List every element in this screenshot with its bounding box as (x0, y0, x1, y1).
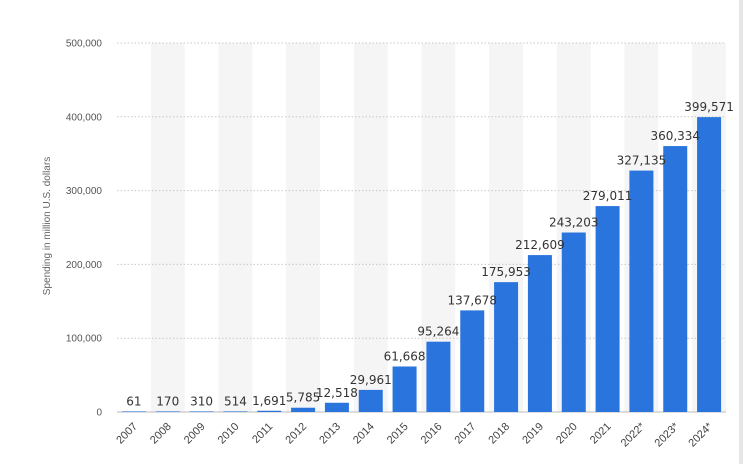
right-edge-divider (739, 0, 743, 464)
x-tick-label: 2013 (317, 421, 343, 447)
x-tick-label: 2014 (351, 421, 377, 447)
data-label: 12,518 (316, 386, 358, 400)
data-label: 212,609 (515, 238, 565, 252)
x-tick-label: 2020 (554, 421, 580, 447)
bar (460, 310, 485, 412)
x-tick-label: 2012 (283, 421, 309, 447)
x-tick-label: 2023* (653, 420, 682, 449)
bar (189, 411, 214, 412)
y-tick-label: 300,000 (66, 186, 103, 197)
gridlines (117, 42, 726, 413)
data-label: 514 (224, 394, 247, 408)
bar (561, 232, 586, 412)
data-label: 360,334 (650, 129, 700, 143)
data-label: 310 (190, 394, 213, 408)
x-tick-label: 2007 (114, 421, 140, 447)
background-band (353, 43, 388, 412)
y-tick-label: 500,000 (66, 39, 103, 50)
background-band (286, 43, 320, 412)
x-tick-label: 2024* (686, 420, 715, 449)
bar (121, 411, 146, 412)
bar (257, 410, 282, 412)
data-label: 327,135 (617, 154, 667, 168)
bar (223, 411, 248, 412)
x-tick-label: 2022* (619, 420, 648, 449)
bar (697, 117, 722, 412)
data-label: 61 (126, 394, 141, 408)
bar (663, 146, 688, 413)
x-tick-label: 2011 (250, 421, 275, 446)
bar (291, 407, 316, 412)
x-tick-label: 2015 (385, 421, 411, 447)
x-tick-label: 2008 (148, 421, 174, 447)
bar (426, 341, 451, 412)
bar (595, 206, 620, 412)
bar (392, 366, 417, 412)
background-band (150, 43, 185, 412)
bar (494, 282, 519, 412)
data-label: 279,011 (583, 189, 633, 203)
data-label: 243,203 (549, 216, 599, 230)
x-tick-label: 2009 (182, 421, 208, 447)
y-tick-label: 400,000 (66, 112, 103, 123)
bar (155, 411, 180, 412)
bar (358, 389, 383, 412)
data-label: 137,678 (447, 293, 497, 307)
data-label: 95,264 (417, 325, 459, 339)
data-label: 399,571 (684, 100, 734, 114)
data-label: 61,668 (384, 349, 426, 363)
y-axis-ticks: 0 100,000 200,000 300,000 400,000 500,000 (66, 39, 103, 419)
bars (121, 117, 722, 413)
x-axis-ticks: 2007 2008 2009 2010 2011 2012 2013 2014 2015 2016… (114, 420, 715, 449)
y-tick-label: 100,000 (66, 334, 103, 345)
x-tick-label: 2019 (520, 421, 546, 447)
data-label: 29,961 (350, 373, 392, 387)
bar (527, 255, 552, 412)
y-axis-label: Spending in million U.S. dollars (42, 157, 53, 295)
x-tick-label: 2016 (419, 421, 445, 447)
x-tick-label: 2010 (216, 421, 242, 447)
bar (324, 402, 349, 412)
background-band (218, 43, 253, 412)
data-label: 1,691 (252, 394, 286, 408)
x-tick-label: 2021 (588, 421, 614, 447)
x-tick-label: 2017 (453, 421, 479, 447)
y-tick-label: 200,000 (66, 260, 103, 271)
x-tick-label: 2018 (486, 421, 512, 447)
data-label: 175,953 (481, 265, 531, 279)
bar (629, 170, 654, 412)
y-tick-label: 0 (96, 408, 102, 419)
data-label: 5,785 (286, 391, 320, 405)
data-label: 170 (156, 394, 179, 408)
